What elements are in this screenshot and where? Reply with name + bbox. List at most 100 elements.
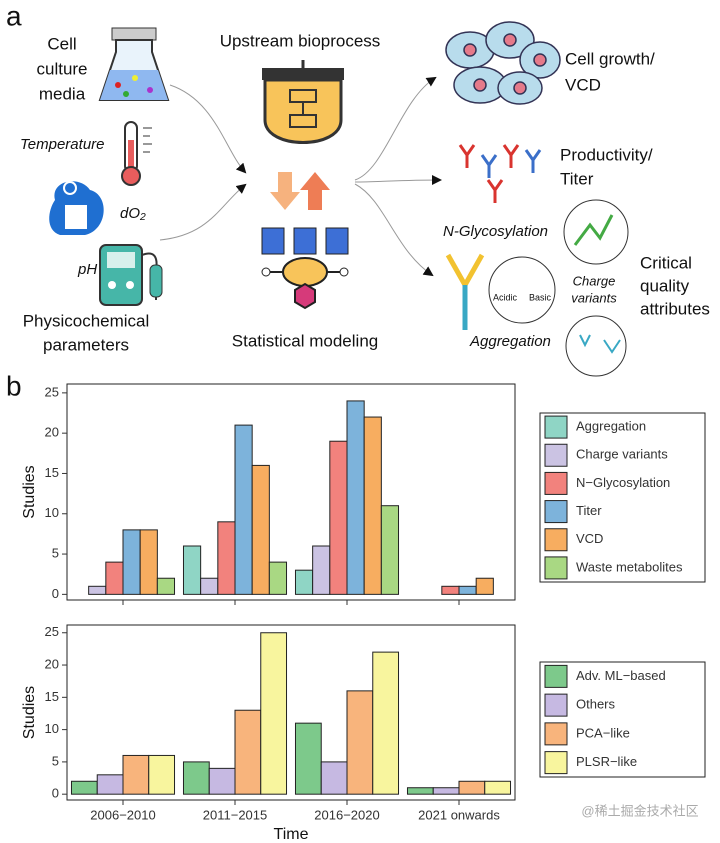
y-tick-label: 10 bbox=[45, 505, 59, 520]
ph-meter-icon bbox=[99, 244, 163, 306]
y-tick-label: 5 bbox=[52, 753, 59, 768]
legend-swatch bbox=[544, 664, 568, 688]
flask-icon bbox=[98, 27, 170, 101]
legend-label: Adv. ML−based bbox=[576, 668, 666, 683]
bar bbox=[458, 585, 477, 595]
y-tick-label: 25 bbox=[45, 384, 59, 399]
bar bbox=[182, 545, 202, 595]
bar bbox=[346, 400, 365, 595]
bar bbox=[148, 754, 176, 795]
cell-growth-label: Cell growth/ bbox=[565, 49, 655, 68]
bar bbox=[432, 787, 460, 795]
plot-frame bbox=[66, 383, 516, 601]
label-line: media bbox=[39, 84, 86, 103]
y-tick-label: 25 bbox=[45, 624, 59, 639]
legend-label: Charge variants bbox=[576, 447, 668, 462]
bar bbox=[208, 767, 236, 795]
legend-label: Waste metabolites bbox=[576, 559, 683, 574]
physicochemical-label: Physicochemical bbox=[23, 311, 150, 330]
bar bbox=[122, 754, 150, 795]
y-tick-label: 0 bbox=[52, 786, 59, 801]
ph-label: pH bbox=[77, 261, 97, 278]
cell-culture-label: Cell culture media bbox=[36, 34, 87, 103]
bar bbox=[406, 787, 434, 795]
x-tick-label: 2011−2015 bbox=[203, 807, 267, 822]
bar bbox=[380, 505, 400, 595]
bar bbox=[260, 632, 288, 795]
legend-swatch bbox=[544, 471, 568, 495]
arrow bbox=[354, 183, 434, 277]
y-tick-label: 20 bbox=[45, 425, 59, 440]
legend-label: Others bbox=[576, 697, 616, 712]
legend-swatch bbox=[544, 528, 568, 552]
arrow bbox=[354, 175, 442, 186]
y-axis-label: Studies bbox=[21, 465, 38, 518]
aggregation-circle bbox=[565, 315, 627, 377]
legend-swatch bbox=[544, 722, 568, 746]
bar bbox=[182, 761, 210, 795]
bar bbox=[294, 569, 314, 595]
plot-frame bbox=[66, 624, 516, 801]
legend-swatch bbox=[544, 500, 568, 524]
legend-swatch bbox=[544, 751, 568, 775]
label-line: Cell bbox=[47, 34, 76, 53]
label-line: culture bbox=[36, 59, 87, 78]
antibodies-icon bbox=[458, 144, 542, 203]
legend-frame bbox=[539, 661, 706, 778]
temperature-label: Temperature bbox=[20, 136, 105, 153]
bar bbox=[372, 651, 400, 795]
bar bbox=[458, 780, 486, 795]
bar bbox=[217, 521, 236, 595]
modeling-icon bbox=[261, 227, 349, 310]
do2-label: dO₂ bbox=[120, 205, 146, 222]
legend-label: Titer bbox=[576, 503, 602, 518]
cqa-label: Critical bbox=[640, 253, 692, 272]
glycan-icon bbox=[573, 214, 614, 246]
legend-swatch bbox=[544, 443, 568, 467]
charge-label: Charge bbox=[573, 273, 616, 288]
legend-label: VCD bbox=[576, 531, 603, 546]
bar bbox=[105, 561, 124, 595]
legend-frame bbox=[539, 412, 706, 583]
legend-label: Aggregation bbox=[576, 419, 646, 434]
aggregation-icon bbox=[579, 334, 621, 354]
y-tick-label: 20 bbox=[45, 656, 59, 671]
y-tick-label: 15 bbox=[45, 465, 59, 480]
y-tick-label: 15 bbox=[45, 689, 59, 704]
bar bbox=[346, 690, 374, 795]
bar bbox=[363, 416, 382, 595]
charge-label: variants bbox=[571, 290, 617, 305]
arrow bbox=[169, 84, 247, 174]
y-axis-label: Studies bbox=[21, 686, 38, 739]
x-axis-label: Time bbox=[274, 826, 309, 843]
arrow bbox=[159, 183, 247, 241]
bar bbox=[96, 774, 124, 795]
physicochemical-label: parameters bbox=[43, 335, 129, 354]
bar bbox=[268, 561, 288, 595]
upstream-label: Upstream bioprocess bbox=[220, 31, 381, 50]
big-antibody-icon bbox=[445, 253, 485, 330]
bar bbox=[122, 529, 141, 595]
acidic-label: Acidic bbox=[493, 292, 518, 302]
cqa-label: quality bbox=[640, 276, 690, 295]
watermark: @稀土掘金技术社区 bbox=[581, 803, 698, 818]
legend-swatch bbox=[544, 415, 568, 439]
bar bbox=[294, 722, 322, 795]
cell-growth-label: VCD bbox=[565, 75, 601, 94]
legend-label: PCA−like bbox=[576, 725, 630, 740]
bar bbox=[484, 780, 512, 795]
exchange-arrows bbox=[270, 172, 330, 210]
legend-swatch bbox=[544, 693, 568, 717]
bar bbox=[475, 577, 494, 595]
charge-circle bbox=[488, 256, 556, 324]
bar bbox=[234, 709, 262, 795]
aggregation-label: Aggregation bbox=[469, 333, 551, 350]
bar bbox=[320, 761, 348, 795]
thermometer-icon bbox=[121, 121, 152, 186]
productivity-label: Productivity/ bbox=[560, 145, 653, 164]
arrow bbox=[354, 76, 437, 181]
bar bbox=[312, 545, 331, 595]
panel-label: b bbox=[6, 370, 22, 401]
x-tick-label: 2016−2020 bbox=[314, 807, 379, 822]
